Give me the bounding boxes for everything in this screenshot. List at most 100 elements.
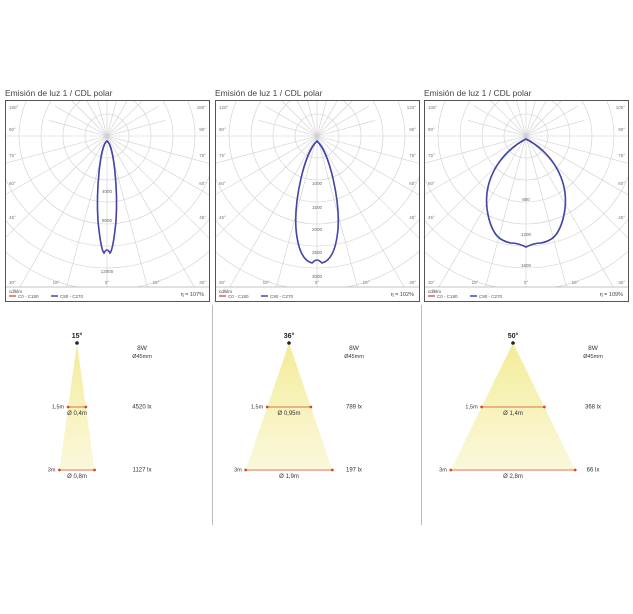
- grid-spoke: [48, 120, 108, 137]
- radial-label: 1500: [312, 205, 323, 210]
- beam-angle-label: 50°: [508, 332, 519, 340]
- angle-label: 15°: [153, 280, 160, 285]
- grid-spoke: [316, 135, 487, 306]
- polar-panel-1: Emisión de luz 1 / CDL polar 180° 180° 90°…: [0, 0, 347, 376]
- angle-label: 60°: [409, 181, 416, 186]
- marker-dot: [66, 405, 70, 409]
- polar-frame-3: 105° 105° 90° 90° 75° 75° 60° 60° 45° 45° 30° 15° 0°…: [286, 0, 633, 376]
- angle-label: 180°: [9, 105, 19, 110]
- grid-spoke: [525, 135, 633, 165]
- polar-panel-3: Emisión de luz 1 / CDL polar 105° 105° 90°…: [286, 0, 633, 376]
- beam-diagram-1: 15° 1,5mØ 0,4m 3m Ø 0,8m 8W Ø45mm 4520 lx 1127 …: [48, 332, 152, 480]
- grid-spoke: [106, 135, 277, 306]
- angle-label: 0°: [524, 280, 529, 285]
- illuminance-3m: 197 lx: [346, 468, 362, 474]
- marker-dot: [330, 468, 334, 472]
- grid-spoke: [196, 135, 318, 344]
- angle-label: 30°: [9, 280, 16, 285]
- diameter-label-3m: Ø 1,9m: [279, 474, 299, 480]
- light-cone: [245, 343, 333, 470]
- polar-chart-2: 120° 120° 90° 90° 75° 75° 60° 60° 45° 45° 30° 15° 0°…: [77, 0, 557, 376]
- grid-spoke: [0, 135, 108, 244]
- angle-label: 75°: [199, 153, 206, 158]
- grid-spoke: [316, 135, 525, 257]
- diameter-label-1-5m: Ø 0,4m: [67, 411, 87, 417]
- radial-label: 800: [522, 197, 530, 202]
- angle-label: 180°: [197, 105, 207, 110]
- polar-title-1: Emisión de luz 1 / CDL polar: [5, 88, 113, 98]
- marker-dot: [93, 468, 96, 472]
- light-source-dot: [75, 341, 79, 345]
- grid-spoke: [405, 135, 527, 344]
- polar-frame-1: 180° 180° 90° 90° 75° 75° 60° 60° 45° 45° 30° 15° 0°…: [0, 0, 347, 376]
- grid-spoke: [106, 105, 160, 137]
- grid-spoke: [356, 135, 527, 306]
- angle-label: 75°: [409, 153, 416, 158]
- grid-spoke: [316, 120, 376, 137]
- angle-label: 15°: [472, 280, 479, 285]
- grid-spoke: [85, 135, 318, 199]
- grid-circle: [162, 0, 472, 291]
- diameter-label-3m: Ø 0,8m: [67, 474, 87, 480]
- illuminance-3m: 66 lx: [587, 468, 600, 474]
- beam-angle-label: 15°: [72, 332, 83, 340]
- radial-label: 1200: [521, 232, 532, 237]
- angle-label: 75°: [9, 153, 16, 158]
- angle-label: 90°: [219, 127, 226, 132]
- grid-spoke: [264, 105, 318, 137]
- angle-label: 90°: [409, 127, 416, 132]
- angle-label: 105°: [428, 105, 438, 110]
- curve-c90-c270: [294, 139, 340, 264]
- angle-label: 60°: [618, 181, 625, 186]
- grid-spoke: [473, 105, 527, 137]
- legend-c0-label: C0 - C180: [18, 294, 39, 299]
- diameter-spec-label: Ø45mm: [344, 354, 364, 360]
- angle-label: 30°: [409, 280, 416, 285]
- beam-diagram-2: 36° 1,5m Ø 0,95m 3m Ø 1,9m 8W Ø45mm 789 lx 197 l…: [234, 332, 364, 480]
- angle-label: 45°: [199, 215, 206, 220]
- angle-label: 0°: [315, 280, 320, 285]
- angle-label: 90°: [199, 127, 206, 132]
- grid-spoke: [525, 105, 579, 137]
- unit-label: cd/klm: [428, 289, 441, 294]
- radial-label: 2500: [312, 250, 323, 255]
- angle-label: 15°: [572, 280, 579, 285]
- radial-label: 8000: [102, 218, 113, 223]
- grid-spoke: [147, 135, 318, 306]
- grid-circle: [393, 3, 633, 269]
- angle-label: 45°: [9, 215, 16, 220]
- illuminance-1-5m: 368 lx: [585, 405, 601, 411]
- angle-label: 90°: [9, 127, 16, 132]
- power-label: 8W: [588, 345, 599, 352]
- angle-label: 120°: [407, 105, 417, 110]
- grid-spoke: [483, 93, 527, 137]
- diameter-label-1-5m: Ø 1,4m: [503, 411, 523, 417]
- distance-label-3m: 3m: [48, 468, 56, 474]
- marker-dot: [309, 405, 313, 409]
- polar-title-3: Emisión de luz 1 / CDL polar: [424, 88, 532, 98]
- angle-label: 120°: [219, 105, 229, 110]
- grid-spoke: [0, 135, 108, 165]
- curve-c90-c270: [485, 138, 567, 248]
- grid-spoke: [54, 105, 108, 137]
- angle-label: 60°: [199, 181, 206, 186]
- grid-spoke: [106, 135, 228, 344]
- diameter-spec-label: Ø45mm: [583, 354, 603, 360]
- distance-label-3m: 3m: [439, 468, 447, 474]
- polar-chart-3: 105° 105° 90° 90° 75° 75° 60° 60° 45° 45° 30° 15° 0°…: [286, 0, 633, 376]
- light-cone: [450, 343, 576, 470]
- marker-dot: [449, 468, 453, 472]
- grid-spoke: [106, 135, 315, 257]
- grid-spoke: [525, 93, 569, 137]
- radial-label: 3000: [312, 274, 323, 279]
- angle-label: 30°: [219, 280, 226, 285]
- grid-spoke: [106, 93, 150, 137]
- angle-label: 0°: [105, 280, 110, 285]
- grid-spoke: [467, 120, 527, 137]
- angle-label: 60°: [219, 181, 226, 186]
- curve-c0-c180: [486, 138, 566, 248]
- marker-dot: [480, 405, 484, 409]
- angle-label: 15°: [263, 280, 270, 285]
- angle-label: 15°: [53, 280, 60, 285]
- grid-spoke: [525, 120, 585, 137]
